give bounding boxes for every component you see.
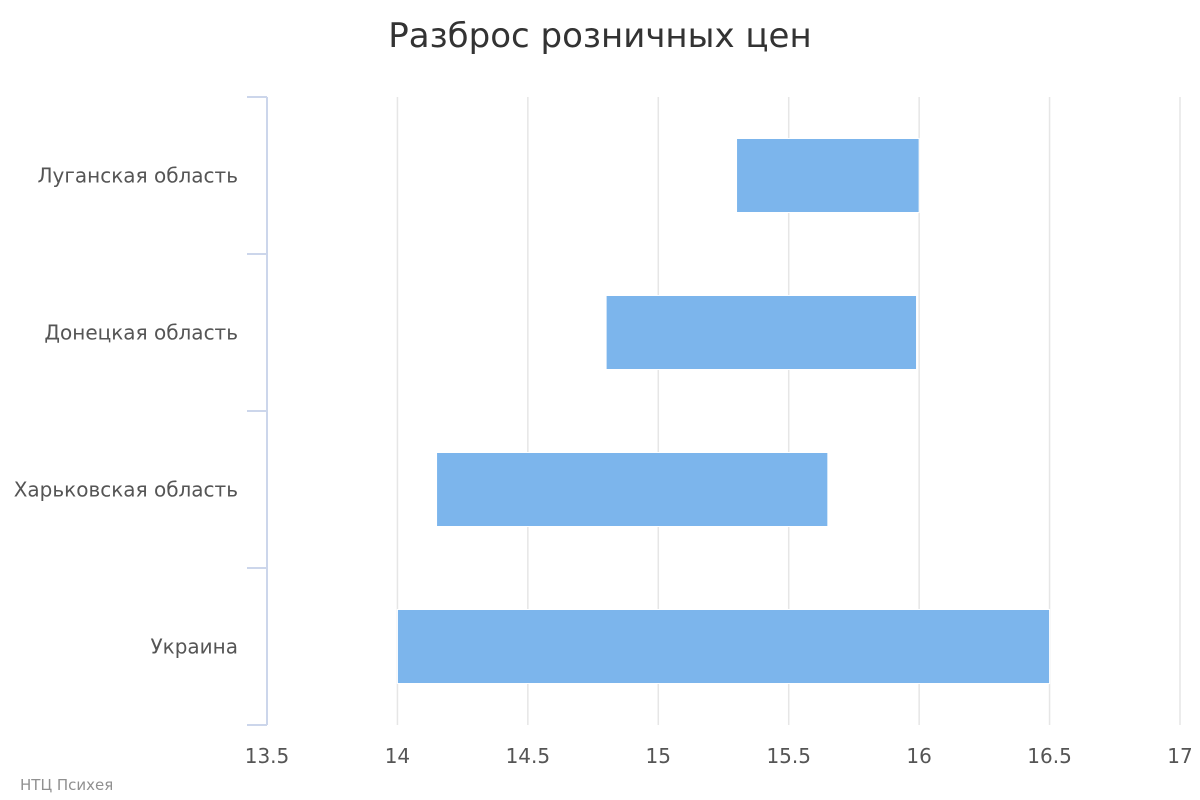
x-tick-label: 13.5 (245, 744, 290, 768)
category-labels: Луганская область Донецкая область Харьков… (14, 164, 238, 659)
credit-text: НТЦ Психея (20, 776, 113, 794)
x-tick-label: 16 (906, 744, 931, 768)
range-bar (396, 609, 1051, 684)
category-label: Луганская область (38, 164, 238, 188)
range-bar (436, 452, 829, 527)
range-bar (736, 138, 920, 213)
chart-title: Разброс розничных цен (388, 16, 811, 56)
x-tick-label: 15.5 (766, 744, 811, 768)
range-bar (605, 295, 918, 370)
x-tick-label: 14 (385, 744, 410, 768)
category-label: Украина (150, 635, 238, 659)
bars (396, 138, 1051, 684)
x-tick-labels: 13.5 14 14.5 15 15.5 16 16.5 17 (245, 744, 1193, 768)
x-tick-label: 17 (1167, 744, 1192, 768)
category-axis (247, 96, 268, 726)
category-label: Харьковская область (14, 478, 238, 502)
x-tick-label: 16.5 (1027, 744, 1072, 768)
category-label: Донецкая область (44, 321, 238, 345)
x-tick-label: 14.5 (506, 744, 551, 768)
x-tick-label: 15 (646, 744, 671, 768)
